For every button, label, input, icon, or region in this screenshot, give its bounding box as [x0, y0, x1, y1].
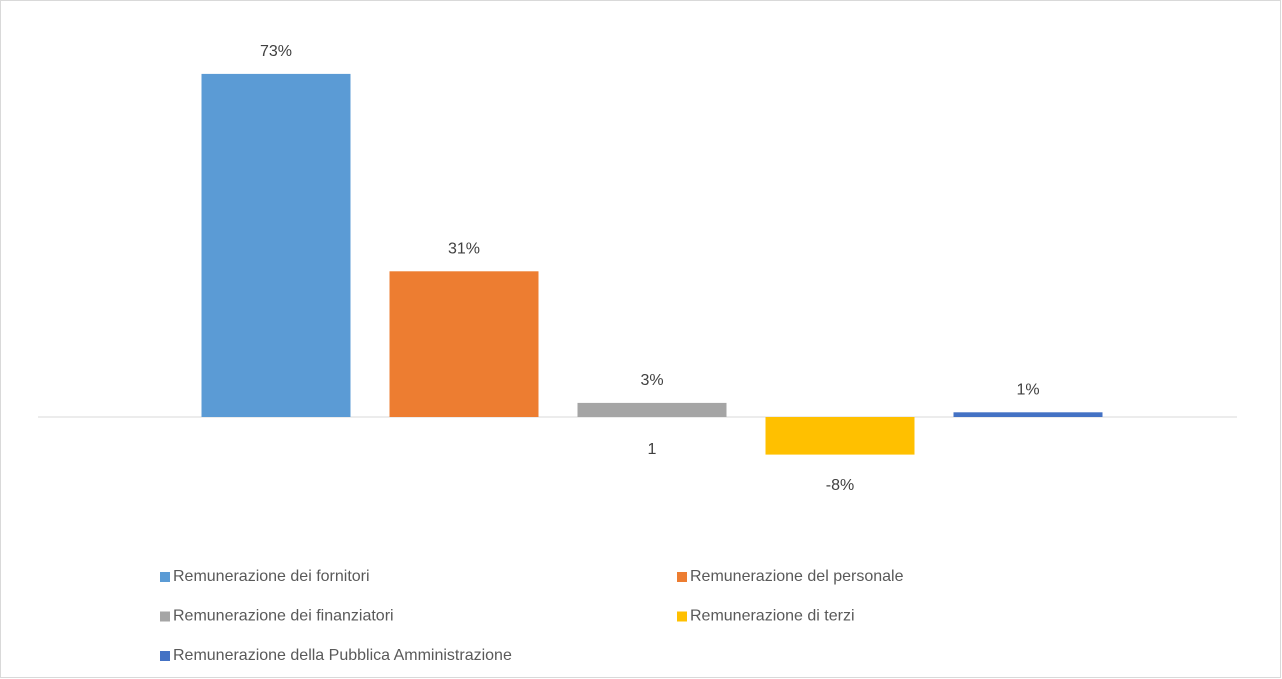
- bar: [765, 417, 915, 455]
- bar: [201, 73, 351, 418]
- bar: [953, 412, 1103, 417]
- legend-label: Remunerazione di terzi: [690, 608, 855, 625]
- legend-label: Remunerazione del personale: [690, 568, 904, 585]
- legend-label: Remunerazione della Pubblica Amministraz…: [173, 647, 512, 664]
- legend-swatch: [160, 651, 170, 661]
- bar: [577, 402, 727, 417]
- data-label: 73%: [260, 43, 292, 60]
- legend-label: Remunerazione dei finanziatori: [173, 608, 394, 625]
- x-tick-label: 1: [648, 441, 657, 458]
- legend-swatch: [677, 611, 687, 622]
- data-label: -8%: [826, 477, 854, 494]
- bar: [389, 271, 539, 417]
- legend-swatch: [677, 572, 687, 582]
- data-label: 31%: [448, 241, 480, 258]
- legend-swatch: [160, 572, 170, 582]
- data-label: 1%: [1016, 382, 1039, 399]
- data-label: 3%: [640, 372, 663, 389]
- legend-label: Remunerazione dei fornitori: [173, 568, 370, 585]
- legend-swatch: [160, 611, 170, 622]
